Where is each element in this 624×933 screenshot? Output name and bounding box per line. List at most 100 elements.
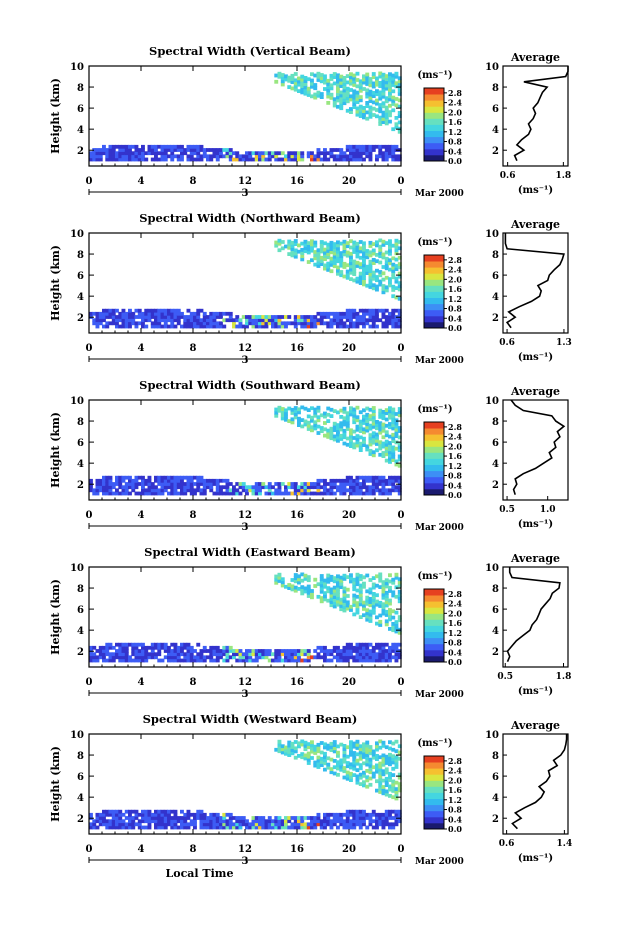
heatmap-cell bbox=[290, 578, 295, 582]
heatmap-cell bbox=[293, 825, 298, 830]
heatmap-cell bbox=[189, 318, 194, 323]
heatmap-cell bbox=[368, 266, 373, 270]
colorbar-tick-label: 2.0 bbox=[448, 775, 462, 785]
heatmap-cell bbox=[89, 488, 93, 493]
heatmap-cell bbox=[342, 769, 347, 774]
heatmap-cell bbox=[180, 645, 184, 650]
heatmap-cell bbox=[293, 655, 298, 660]
heatmap-cell bbox=[134, 816, 139, 820]
heatmap-cell bbox=[326, 311, 331, 316]
heatmap-cell bbox=[118, 324, 123, 329]
heatmap-cell bbox=[391, 628, 396, 633]
heatmap-cell bbox=[300, 90, 305, 95]
y-tick-label: 10 bbox=[70, 229, 84, 240]
heatmap-cell bbox=[397, 615, 402, 619]
heatmap-cell bbox=[316, 321, 321, 326]
heatmap-cell bbox=[102, 645, 106, 650]
heatmap-cell bbox=[176, 308, 181, 313]
heatmap-cell bbox=[98, 649, 103, 653]
heatmap-cell bbox=[167, 308, 171, 313]
heatmap-cell bbox=[111, 658, 116, 663]
heatmap-cell bbox=[154, 478, 158, 483]
heatmap-cell bbox=[355, 276, 360, 281]
heatmap-cell bbox=[183, 642, 188, 647]
heatmap-cell bbox=[173, 645, 178, 650]
heatmap-cell bbox=[365, 321, 370, 326]
heatmap-cell bbox=[193, 812, 197, 817]
heatmap-cell bbox=[89, 151, 93, 156]
heatmap-cell bbox=[102, 482, 106, 486]
y-axis-label: Height (km) bbox=[49, 412, 62, 488]
heatmap-cell bbox=[284, 485, 288, 490]
heatmap-cell bbox=[345, 154, 350, 159]
heatmap-cell bbox=[345, 770, 350, 775]
heatmap-cell bbox=[222, 649, 227, 653]
heatmap-cell bbox=[355, 264, 360, 268]
heatmap-cell bbox=[397, 98, 402, 103]
heatmap-cell bbox=[108, 491, 113, 496]
heatmap-cell bbox=[342, 243, 347, 247]
heatmap-cell bbox=[339, 816, 344, 820]
x-tick-label: 20 bbox=[342, 343, 356, 354]
heatmap-cell bbox=[368, 308, 373, 313]
heatmap-cell bbox=[352, 580, 357, 585]
heatmap-cell bbox=[358, 658, 363, 663]
heatmap-cell bbox=[394, 295, 399, 300]
heatmap-cell bbox=[267, 488, 272, 493]
heatmap-cell bbox=[284, 751, 288, 756]
heatmap-cell bbox=[193, 324, 197, 329]
profile-y-tick-label: 6 bbox=[492, 271, 499, 282]
heatmap-cell bbox=[131, 485, 136, 490]
colorbar-unit: (ms⁻¹) bbox=[417, 404, 452, 415]
heatmap-cell bbox=[115, 819, 119, 824]
heatmap-cell bbox=[394, 264, 399, 268]
colorbar-swatch bbox=[424, 142, 444, 150]
heatmap-cell bbox=[365, 412, 370, 417]
heatmap-cell bbox=[319, 429, 324, 433]
heatmap-cell bbox=[384, 482, 389, 486]
heatmap-cell bbox=[371, 488, 376, 493]
heatmap-cell bbox=[397, 630, 402, 635]
day-label: 3 bbox=[242, 522, 249, 533]
heatmap-cell bbox=[293, 409, 298, 413]
heatmap-cell bbox=[371, 286, 376, 291]
heatmap-cell bbox=[297, 410, 301, 415]
heatmap-cell bbox=[277, 825, 282, 830]
heatmap-cell bbox=[163, 157, 168, 162]
heatmap-cell bbox=[388, 794, 392, 798]
heatmap-cell bbox=[306, 761, 311, 765]
heatmap-cell bbox=[349, 308, 353, 313]
heatmap-cell bbox=[111, 655, 116, 660]
heatmap-cell bbox=[206, 482, 210, 486]
heatmap-cell bbox=[196, 642, 201, 647]
heatmap-cell bbox=[303, 589, 308, 594]
heatmap-cell bbox=[280, 151, 285, 156]
heatmap-cell bbox=[384, 761, 389, 765]
heatmap-cell bbox=[332, 409, 337, 413]
heatmap-cell bbox=[267, 482, 272, 486]
heatmap-cell bbox=[293, 491, 298, 496]
heatmap-cell bbox=[358, 111, 363, 115]
heatmap-cell bbox=[391, 423, 396, 428]
heatmap-cell bbox=[306, 590, 311, 595]
heatmap-cell bbox=[150, 157, 155, 162]
heatmap-cell bbox=[375, 157, 379, 162]
heatmap-cell bbox=[352, 822, 357, 827]
heatmap-cell bbox=[225, 148, 230, 152]
y-tick-label: 6 bbox=[77, 438, 84, 449]
heatmap-cell bbox=[384, 144, 389, 149]
heatmap-cell bbox=[102, 822, 106, 827]
heatmap-cell bbox=[264, 324, 269, 329]
heatmap-cell bbox=[160, 642, 165, 647]
heatmap-cell bbox=[358, 410, 363, 415]
heatmap-cell bbox=[267, 485, 272, 490]
heatmap-cell bbox=[150, 482, 155, 486]
heatmap-cell bbox=[397, 111, 402, 115]
heatmap-cell bbox=[339, 96, 344, 101]
colorbar-swatch bbox=[424, 607, 444, 614]
heatmap-cell bbox=[290, 652, 295, 657]
heatmap-cell bbox=[193, 819, 197, 824]
heatmap-cell bbox=[193, 649, 197, 653]
heatmap-cell bbox=[176, 655, 181, 660]
heatmap-cell bbox=[352, 151, 357, 156]
